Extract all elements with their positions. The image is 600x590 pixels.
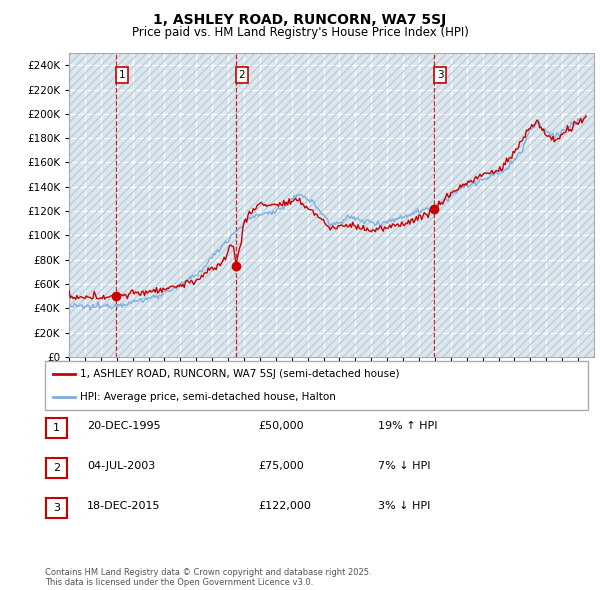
Text: £50,000: £50,000 bbox=[258, 421, 304, 431]
Text: 04-JUL-2003: 04-JUL-2003 bbox=[87, 461, 155, 471]
Text: £122,000: £122,000 bbox=[258, 502, 311, 511]
Text: HPI: Average price, semi-detached house, Halton: HPI: Average price, semi-detached house,… bbox=[80, 392, 336, 402]
Text: 3% ↓ HPI: 3% ↓ HPI bbox=[378, 502, 430, 511]
Text: 2: 2 bbox=[238, 70, 245, 80]
Text: 3: 3 bbox=[53, 503, 60, 513]
Text: 1, ASHLEY ROAD, RUNCORN, WA7 5SJ (semi-detached house): 1, ASHLEY ROAD, RUNCORN, WA7 5SJ (semi-d… bbox=[80, 369, 400, 379]
Text: £75,000: £75,000 bbox=[258, 461, 304, 471]
Text: 1, ASHLEY ROAD, RUNCORN, WA7 5SJ: 1, ASHLEY ROAD, RUNCORN, WA7 5SJ bbox=[154, 13, 446, 27]
Text: Contains HM Land Registry data © Crown copyright and database right 2025.
This d: Contains HM Land Registry data © Crown c… bbox=[45, 568, 371, 587]
Text: 3: 3 bbox=[437, 70, 443, 80]
Text: 20-DEC-1995: 20-DEC-1995 bbox=[87, 421, 161, 431]
Text: 1: 1 bbox=[53, 423, 60, 432]
Text: 1: 1 bbox=[118, 70, 125, 80]
Text: 18-DEC-2015: 18-DEC-2015 bbox=[87, 502, 161, 511]
Text: 19% ↑ HPI: 19% ↑ HPI bbox=[378, 421, 437, 431]
Text: Price paid vs. HM Land Registry's House Price Index (HPI): Price paid vs. HM Land Registry's House … bbox=[131, 26, 469, 39]
Text: 2: 2 bbox=[53, 463, 60, 473]
Text: 7% ↓ HPI: 7% ↓ HPI bbox=[378, 461, 431, 471]
